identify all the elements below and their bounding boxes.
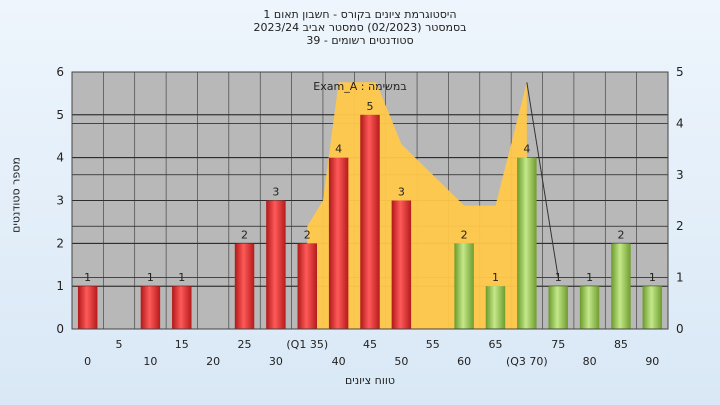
histogram-bar xyxy=(297,243,317,329)
bar-value-label: 1 xyxy=(555,271,562,284)
bar-value-label: 1 xyxy=(147,271,154,284)
bar-value-label: 3 xyxy=(398,186,405,199)
y2-tick-label: 3 xyxy=(676,168,684,182)
x-tick-label: 0 xyxy=(84,355,91,368)
bar-value-label: 1 xyxy=(492,271,499,284)
x-tick-label: 55 xyxy=(426,338,440,351)
histogram-bar xyxy=(360,114,380,329)
bar-value-label: 2 xyxy=(241,228,248,241)
histogram-bar xyxy=(611,243,631,329)
y2-tick-label: 0 xyxy=(676,322,684,336)
y-tick-label: 1 xyxy=(56,279,64,293)
x-tick-label: 20 xyxy=(206,355,220,368)
x-tick-label: 90 xyxy=(645,355,659,368)
bar-value-label: 4 xyxy=(523,143,530,156)
x-tick-label: 15 xyxy=(175,338,189,351)
bar-value-label: 2 xyxy=(304,228,311,241)
x-axis-label: טווח ציונים xyxy=(345,374,395,387)
histogram-bar xyxy=(140,286,161,329)
histogram-bar xyxy=(548,286,568,329)
histogram-bar xyxy=(391,200,412,329)
x-tick-label: 25 xyxy=(238,338,252,351)
histogram-bar xyxy=(642,286,663,329)
bar-value-label: 1 xyxy=(586,271,593,284)
y-tick-label: 4 xyxy=(56,151,64,165)
x-tick-label: 80 xyxy=(583,355,597,368)
x-tick-label: 50 xyxy=(394,355,408,368)
histogram-bar xyxy=(454,243,474,329)
title-line-3: סטודנטים רשומים - 39 xyxy=(306,34,414,47)
title-line-1: היסטוגרמת ציונים בקורס - חשבון תאום 1 xyxy=(263,8,457,21)
histogram-bar xyxy=(328,157,349,329)
y-tick-label: 3 xyxy=(56,194,64,208)
histogram-bar xyxy=(579,286,600,329)
x-tick-label: (Q1 35) xyxy=(286,338,328,351)
bar-value-label: 5 xyxy=(367,100,374,113)
plot-title: Exam_A : במשימה xyxy=(313,80,406,93)
trend-line xyxy=(526,82,559,278)
y-axis-label: מספר סטודנטים xyxy=(9,157,23,233)
histogram-bar xyxy=(485,286,506,329)
x-tick-label: 65 xyxy=(488,338,502,351)
bar-value-label: 2 xyxy=(617,228,624,241)
bar-value-label: 1 xyxy=(649,271,656,284)
y-tick-label: 6 xyxy=(56,65,64,79)
x-tick-label: 45 xyxy=(363,338,377,351)
chart-title-block: היסטוגרמת ציונים בקורס - חשבון תאום 1 בס… xyxy=(0,8,720,47)
y2-tick-label: 1 xyxy=(676,271,684,285)
x-tick-label: 85 xyxy=(614,338,628,351)
x-tick-label: (Q3 70) xyxy=(506,355,548,368)
histogram-bar xyxy=(517,157,537,329)
x-tick-label: 60 xyxy=(457,355,471,368)
bar-value-label: 1 xyxy=(178,271,185,284)
y-tick-label: 2 xyxy=(56,236,64,250)
x-tick-label: 40 xyxy=(332,355,346,368)
x-tick-label: 10 xyxy=(143,355,157,368)
bar-value-label: 3 xyxy=(272,186,279,199)
x-tick-label: 75 xyxy=(551,338,565,351)
histogram-bar xyxy=(266,200,286,329)
y2-tick-label: 5 xyxy=(676,65,684,79)
bar-value-label: 1 xyxy=(84,271,91,284)
y2-tick-label: 2 xyxy=(676,219,684,233)
histogram-bar xyxy=(77,286,98,329)
y2-tick-label: 4 xyxy=(676,116,684,130)
y-tick-label: 5 xyxy=(56,108,64,122)
bar-value-label: 4 xyxy=(335,143,342,156)
histogram-bar xyxy=(172,286,192,329)
x-tick-label: 30 xyxy=(269,355,283,368)
title-line-2: בסמסטר (02/2023) סמסטר אביב 2023/24 xyxy=(253,21,467,34)
plot-frame xyxy=(71,71,669,330)
x-tick-label: 5 xyxy=(116,338,123,351)
y-tick-label: 0 xyxy=(56,322,64,336)
histogram-bar xyxy=(234,243,255,329)
bar-value-label: 2 xyxy=(461,228,468,241)
